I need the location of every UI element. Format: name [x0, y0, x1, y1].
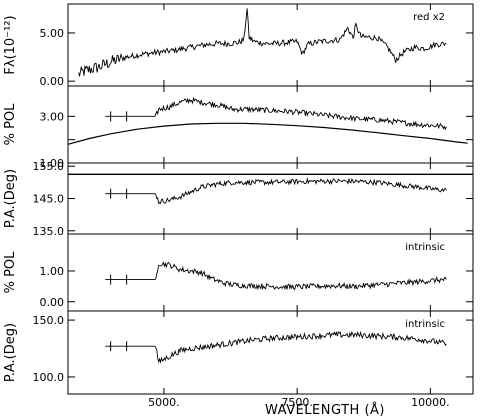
x-axis-label: WAVELENGTH (Å): [265, 402, 385, 418]
y-tick-label: 1.00: [40, 157, 65, 170]
y-tick-label: 0.00: [40, 75, 65, 88]
y-axis-label: % POL: [3, 251, 18, 294]
series-line-intrinsic-pol-noisy: [105, 261, 447, 291]
y-tick-label: 145.0: [33, 193, 65, 206]
panel-annotation: red x2: [413, 12, 445, 23]
panel-pol: 1.00 3.00 % POL: [3, 85, 474, 170]
y-tick-label: 1.00: [40, 265, 65, 278]
y-tick-label: 135.0: [33, 225, 65, 238]
x-tick-label: 7500.: [281, 396, 313, 409]
panels: 0.00 5.00 Fλ(10⁻¹²) red x2 1.00 3.00 % POL 135.…: [3, 3, 474, 409]
y-tick-label: 3.00: [40, 110, 65, 123]
series-line-flux-noisy: [78, 8, 447, 77]
series-line-intrinsic-pa-noisy: [105, 330, 447, 364]
series-line-pol-noisy: [105, 96, 447, 131]
y-tick-label: 150.0: [33, 314, 65, 327]
x-tick-label: 5000.: [148, 396, 180, 409]
y-axis-label: P.A.(Deg): [3, 323, 18, 382]
panel-flux: 0.00 5.00 Fλ(10⁻¹²) red x2: [3, 3, 474, 88]
x-tick-label: 10000.: [411, 396, 450, 409]
y-axis-label: Fλ(10⁻¹²): [3, 15, 18, 74]
y-tick-label: 0.00: [40, 296, 65, 309]
panel-frame: [67, 310, 474, 395]
y-tick-label: 100.0: [33, 371, 65, 384]
panel-pa: 135.0 145.0 155.0 P.A.(Deg): [3, 160, 474, 238]
panel-annotation: intrinsic: [405, 242, 445, 253]
panel-intrinsic-pol: 0.00 1.00 % POL intrinsic: [3, 233, 474, 312]
series-line-pol-smooth: [67, 122, 468, 145]
y-axis-label: % POL: [3, 103, 18, 146]
panel-intrinsic-pa: 100.0 150.0 P.A.(Deg) intrinsic: [3, 310, 474, 395]
series-line-pa-noisy: [105, 177, 447, 205]
y-tick-label: 5.00: [40, 27, 65, 40]
y-axis-label: P.A.(Deg): [3, 169, 18, 228]
panel-annotation: intrinsic: [405, 319, 445, 330]
y-tick-label: 155.0: [33, 160, 65, 173]
